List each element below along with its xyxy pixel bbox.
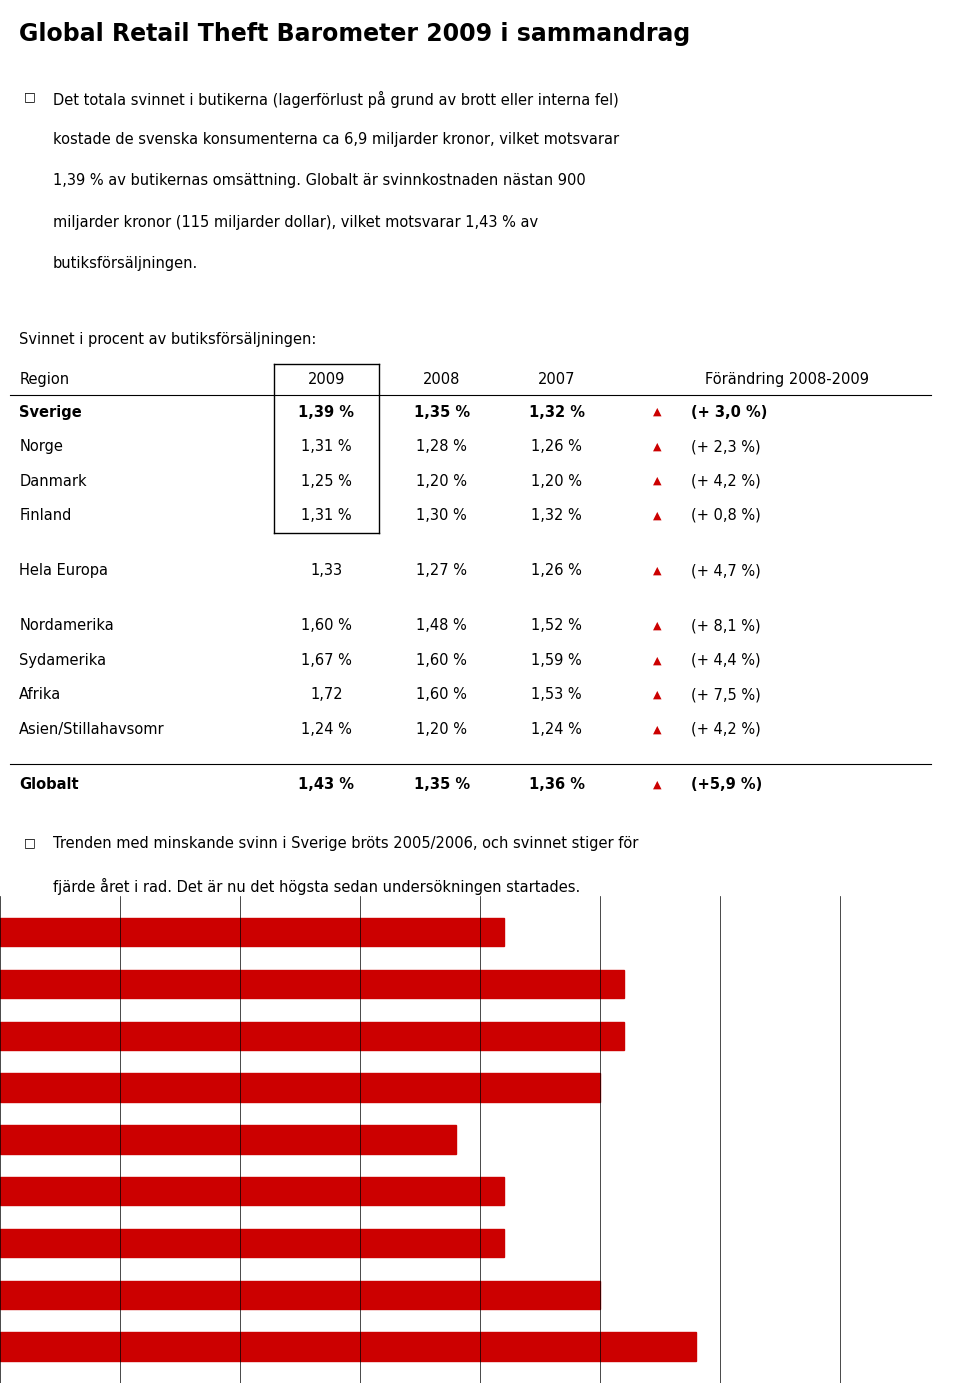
Text: 2008: 2008 [423,372,460,387]
Text: (+ 3,0 %): (+ 3,0 %) [691,405,768,419]
Text: Nordamerika: Nordamerika [19,618,114,633]
Text: kostade de svenska konsumenterna ca 6,9 miljarder kronor, vilket motsvarar: kostade de svenska konsumenterna ca 6,9 … [53,131,619,147]
Text: 2009: 2009 [308,372,345,387]
Bar [0,1022,624,1050]
Text: 1,67 %: 1,67 % [301,653,351,668]
Bar [0,1332,696,1361]
Bar [0,1073,600,1102]
Text: Danmark: Danmark [19,473,86,488]
Text: (+ 4,4 %): (+ 4,4 %) [691,653,761,668]
Text: (+ 4,2 %): (+ 4,2 %) [691,473,761,488]
Text: (+ 4,2 %): (+ 4,2 %) [691,722,761,737]
Text: Finland: Finland [19,508,72,523]
Bar [0,1281,600,1310]
Text: miljarder kronor (115 miljarder dollar), vilket motsvarar 1,43 % av: miljarder kronor (115 miljarder dollar),… [53,214,538,230]
Text: (+5,9 %): (+5,9 %) [691,777,762,792]
Text: Asien/Stillahavsomr: Asien/Stillahavsomr [19,722,165,737]
Text: 1,48 %: 1,48 % [417,618,467,633]
Text: (+ 7,5 %): (+ 7,5 %) [691,687,761,703]
Text: 1,39 % av butikernas omsättning. Globalt är svinnkostnaden nästan 900: 1,39 % av butikernas omsättning. Globalt… [53,173,586,188]
Text: ▲: ▲ [654,407,661,418]
Bar [0,969,624,999]
Text: 1,28 %: 1,28 % [417,438,467,454]
Bar [0,1126,456,1153]
Text: 2007: 2007 [538,372,576,387]
Bar [0,1177,504,1206]
Text: 1,43 %: 1,43 % [299,777,354,792]
Text: Svinnet i procent av butiksförsäljningen:: Svinnet i procent av butiksförsäljningen… [19,332,317,347]
Text: 1,31 %: 1,31 % [301,508,351,523]
Text: Region: Region [19,372,69,387]
Text: ▲: ▲ [654,690,661,700]
Text: (+ 8,1 %): (+ 8,1 %) [691,618,761,633]
Text: 1,60 %: 1,60 % [301,618,351,633]
Bar [0,918,504,946]
Text: Förändring 2008-2009: Förändring 2008-2009 [706,372,869,387]
Text: 1,25 %: 1,25 % [301,473,351,488]
Text: Det totala svinnet i butikerna (lagerförlust på grund av brott eller interna fel: Det totala svinnet i butikerna (lagerför… [53,90,618,108]
Text: (+ 4,7 %): (+ 4,7 %) [691,563,761,578]
Text: ▲: ▲ [654,510,661,520]
Text: □: □ [24,90,36,104]
Text: 1,20 %: 1,20 % [531,473,583,488]
Text: 1,60 %: 1,60 % [417,687,467,703]
Text: 1,26 %: 1,26 % [532,563,582,578]
Text: 1,32 %: 1,32 % [529,405,585,419]
Text: Trenden med minskande svinn i Sverige bröts 2005/2006, och svinnet stiger för: Trenden med minskande svinn i Sverige br… [53,837,638,851]
Text: ▲: ▲ [654,566,661,575]
Text: 1,72: 1,72 [310,687,343,703]
Text: 1,59 %: 1,59 % [532,653,582,668]
Text: 1,32 %: 1,32 % [532,508,582,523]
Text: ▲: ▲ [654,725,661,734]
Text: Afrika: Afrika [19,687,61,703]
Text: □: □ [24,837,36,849]
Text: ▲: ▲ [654,780,661,790]
Text: ▲: ▲ [654,656,661,665]
Text: (+ 2,3 %): (+ 2,3 %) [691,438,761,454]
Text: 1,27 %: 1,27 % [416,563,468,578]
Text: Norge: Norge [19,438,63,454]
Text: butiksförsäljningen.: butiksförsäljningen. [53,256,198,271]
Text: ▲: ▲ [654,621,661,631]
Text: ▲: ▲ [654,441,661,451]
Text: 1,39 %: 1,39 % [299,405,354,419]
Text: 1,30 %: 1,30 % [417,508,467,523]
Text: 1,33: 1,33 [310,563,343,578]
Text: Globalt: Globalt [19,777,79,792]
Text: 1,35 %: 1,35 % [414,777,469,792]
Text: 1,31 %: 1,31 % [301,438,351,454]
Text: fjärde året i rad. Det är nu det högsta sedan undersökningen startades.: fjärde året i rad. Det är nu det högsta … [53,878,580,895]
Text: 1,24 %: 1,24 % [532,722,582,737]
Text: (+ 0,8 %): (+ 0,8 %) [691,508,761,523]
Text: Sverige: Sverige [19,405,82,419]
Text: 1,24 %: 1,24 % [301,722,351,737]
Text: Global Retail Theft Barometer 2009 i sammandrag: Global Retail Theft Barometer 2009 i sam… [19,22,690,46]
Text: 1,26 %: 1,26 % [532,438,582,454]
Text: 1,52 %: 1,52 % [532,618,582,633]
Text: 1,20 %: 1,20 % [416,473,468,488]
Text: 1,60 %: 1,60 % [417,653,467,668]
Text: 1,35 %: 1,35 % [414,405,469,419]
Text: 1,53 %: 1,53 % [532,687,582,703]
Bar [0,1228,504,1257]
Text: 1,36 %: 1,36 % [529,777,585,792]
Text: Sydamerika: Sydamerika [19,653,107,668]
Text: Hela Europa: Hela Europa [19,563,108,578]
Text: 1,20 %: 1,20 % [416,722,468,737]
Text: ▲: ▲ [654,476,661,485]
